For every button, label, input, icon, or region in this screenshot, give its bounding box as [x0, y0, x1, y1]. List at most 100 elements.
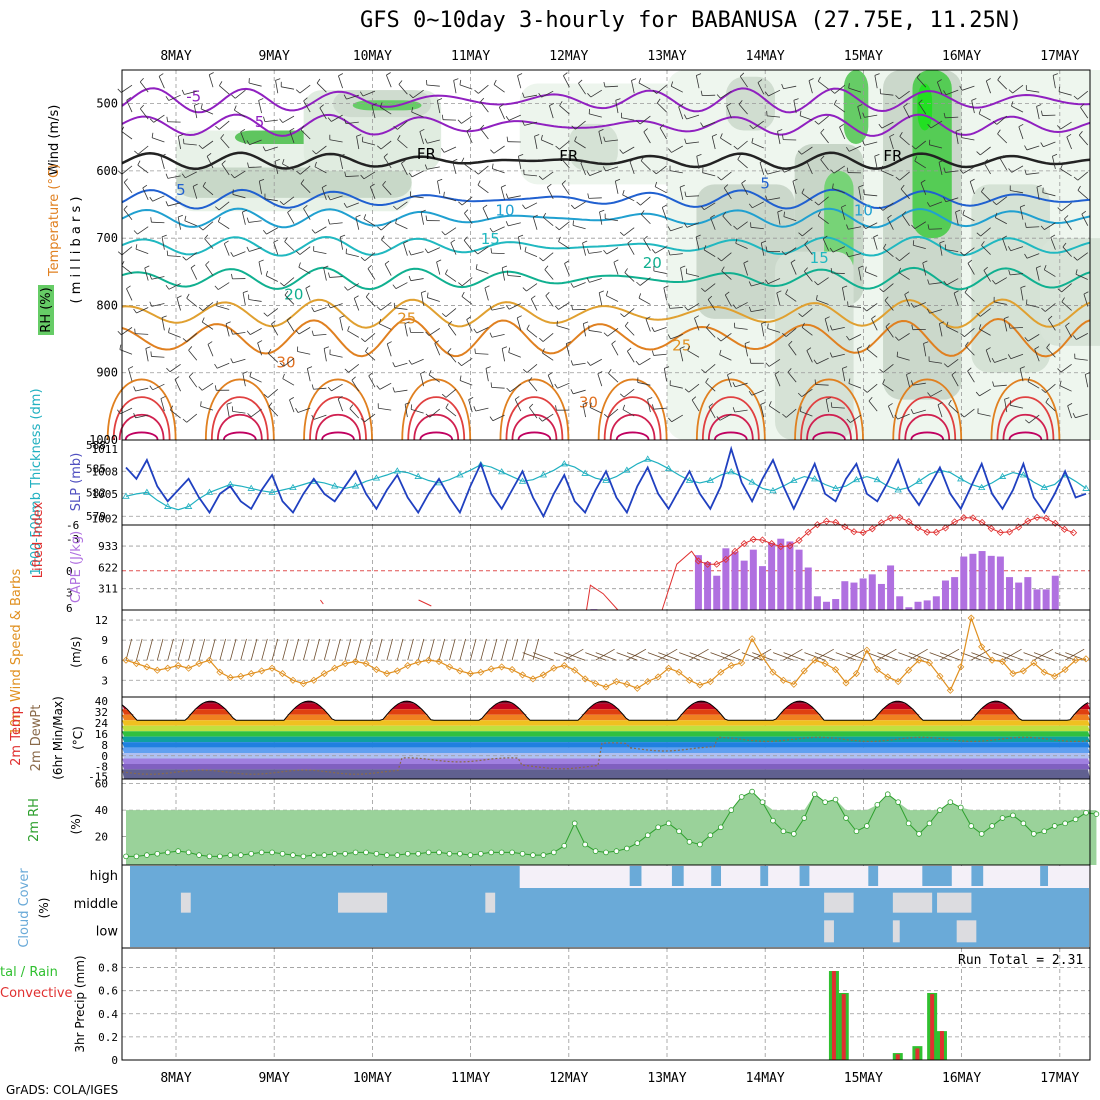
li-marker [786, 542, 794, 550]
thickness-marker [977, 483, 986, 491]
wind-barb-flag [684, 306, 689, 311]
rh-marker [227, 852, 234, 858]
wind-barb-flag [814, 201, 819, 206]
wind-barb [386, 74, 392, 88]
wind-barb-flag [943, 112, 946, 118]
wind-barb-flag [764, 169, 768, 175]
wind-barb [1077, 90, 1089, 100]
wind-barb [353, 298, 360, 311]
wind-barb-flag [137, 160, 141, 166]
wind-barb [839, 126, 846, 140]
wind-barb-flag [360, 257, 366, 261]
wind10m-marker [790, 680, 798, 688]
wind-barb [219, 85, 230, 95]
wind-barb-flag [339, 315, 345, 319]
wind-barb [801, 192, 813, 202]
thickness-marker [790, 476, 798, 483]
wind-barb-flag [619, 393, 625, 398]
isotherm-dome [996, 396, 1055, 441]
wind-barb-flag [230, 173, 235, 179]
wind-barb [363, 218, 376, 227]
wind-barb-flag [286, 316, 292, 321]
wind-barb [871, 318, 878, 331]
wind-barb-flag [134, 150, 139, 155]
wind-barb [804, 271, 813, 282]
wind-barb [914, 221, 927, 230]
wind-barb [722, 215, 732, 226]
wind-barb-flag [1073, 256, 1078, 261]
li-marker [1070, 529, 1078, 537]
isotherm-dome [124, 431, 159, 441]
wind-barb [560, 157, 570, 169]
cloud-high-block [760, 866, 769, 886]
wind-barb-flag [1061, 297, 1065, 303]
wind-barb-flag [679, 346, 685, 349]
wind10m-barb [814, 652, 836, 661]
wind-barb-flag [538, 92, 542, 98]
wind-barb [969, 181, 975, 194]
wind-barb [411, 358, 424, 365]
wind-barb [398, 84, 408, 95]
wind-barb [824, 318, 829, 332]
wind-barb-flag [857, 346, 863, 350]
wind-barb-flag [744, 341, 750, 344]
wind10m-marker [675, 668, 683, 676]
wind-barb-flag [263, 229, 267, 235]
rh-shading [1040, 238, 1100, 346]
rh-marker [624, 845, 630, 852]
wind-barb [597, 373, 603, 387]
wind-barb [491, 252, 505, 255]
wind-barb-flag [603, 249, 607, 255]
wind-barb [452, 161, 457, 175]
rh-axis-label: 2m RH [27, 798, 42, 842]
wind-barb-flag [959, 169, 964, 174]
rh-marker [571, 820, 578, 827]
wind-barb-flag [817, 76, 821, 82]
wind-barb [1046, 347, 1056, 358]
wind-barb [284, 241, 295, 251]
wind-barb-flag [311, 307, 315, 312]
wind-barb-flag [798, 232, 803, 237]
wind-barb-flag [571, 304, 573, 310]
wind10m-marker [310, 676, 318, 684]
wind-barb-flag [344, 368, 349, 373]
wind-barb [183, 143, 197, 146]
wind-barb [708, 406, 716, 419]
wind-barb-flag [889, 133, 895, 137]
wind-barb [426, 84, 440, 87]
wind-barb-flag [474, 89, 479, 94]
wind-barb [186, 297, 198, 307]
wind-barb [589, 113, 602, 118]
wind-barb-flag [680, 265, 686, 269]
wind-barb-flag [687, 345, 690, 351]
wind10m-marker [268, 664, 276, 672]
wind10m-marker [174, 661, 182, 670]
thickness-marker [581, 469, 589, 476]
wind-barb-flag [457, 119, 462, 124]
wind-barb [1061, 283, 1072, 293]
wind-barb-flag [267, 349, 272, 354]
wind-barb [549, 105, 554, 119]
cape-bar [914, 601, 922, 610]
convective-bar [939, 1031, 944, 1060]
wind-barb-flag [801, 322, 805, 328]
wind-barb [831, 272, 845, 274]
wind-barb [313, 333, 327, 336]
wind-barb-flag [410, 404, 413, 410]
wind-barb-flag [303, 97, 308, 102]
li-marker [1060, 525, 1068, 533]
wind-barb-flag [638, 293, 642, 299]
wind-barb-flag [761, 240, 767, 244]
wind-barb [923, 343, 927, 357]
wind-barb [818, 196, 829, 206]
wind-barb [384, 263, 392, 276]
li-marker [960, 514, 968, 522]
wind-barb [858, 267, 862, 281]
wind-barb-flag [748, 306, 752, 312]
cape-bar [1024, 577, 1032, 610]
wind-barb-flag [457, 361, 462, 367]
rh-marker [175, 848, 181, 854]
wind-barb-flag [783, 211, 786, 217]
wind-barb-flag [887, 214, 892, 219]
wind-barb [750, 226, 764, 230]
